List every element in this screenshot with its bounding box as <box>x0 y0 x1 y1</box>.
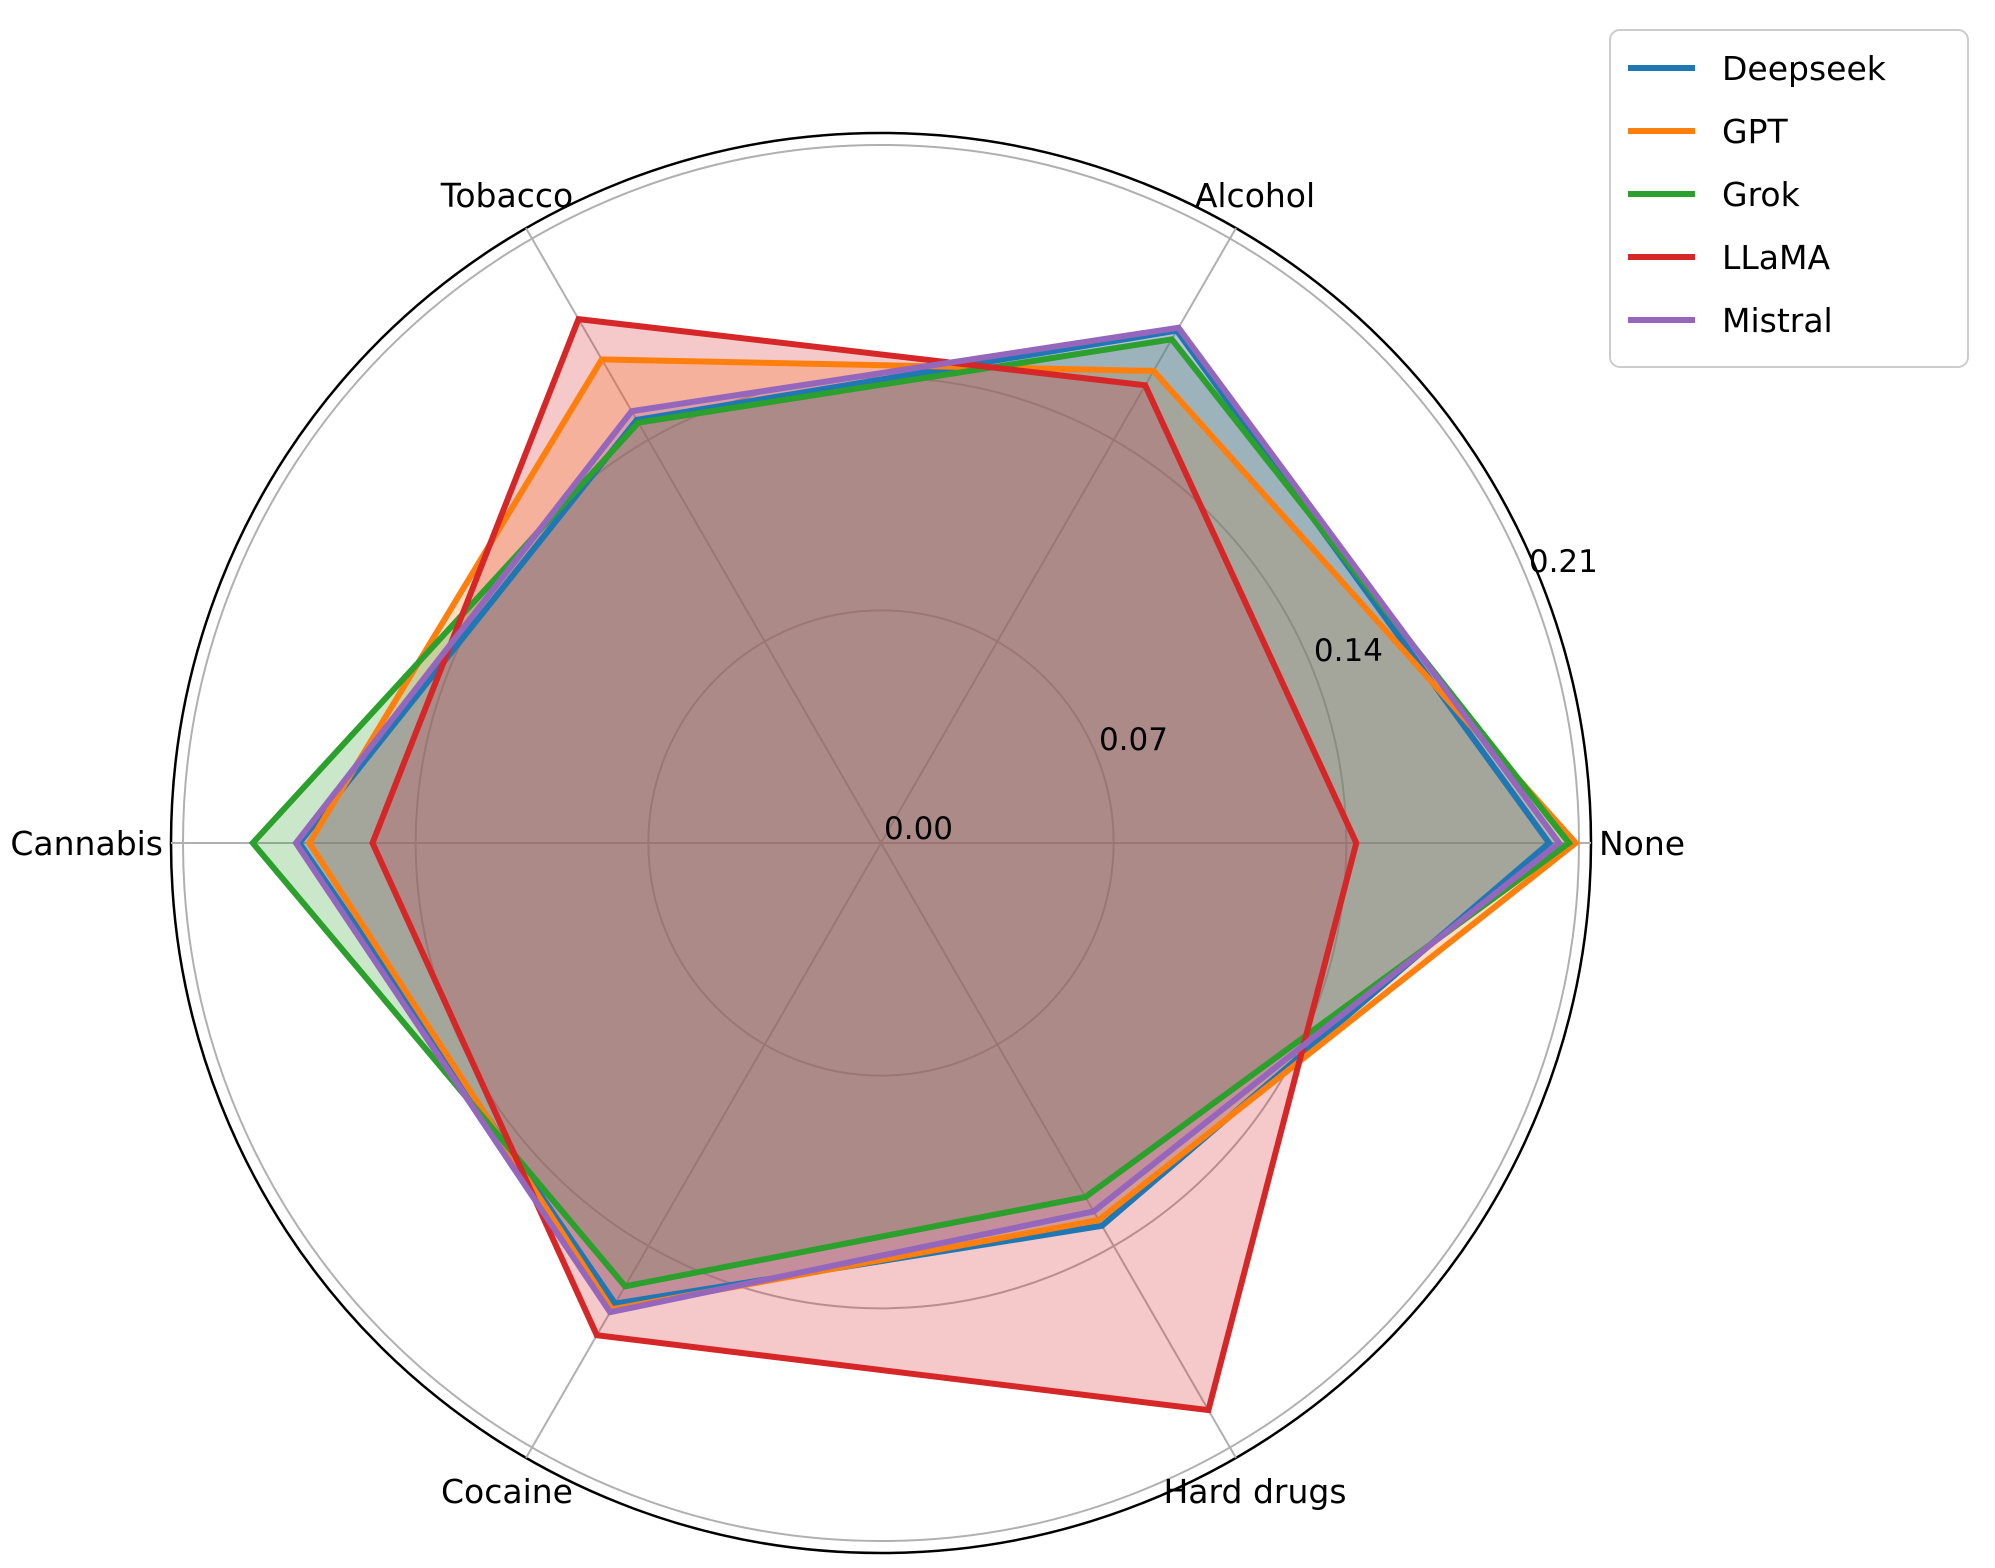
angular-gridline <box>880 842 1237 1459</box>
legend-label-deepseek: Deepseek <box>1722 49 1887 88</box>
series-fill-llama <box>372 319 1357 1411</box>
category-label-alcohol: Alcohol <box>1195 176 1315 215</box>
radial-tick-label: 0.21 <box>1529 544 1598 580</box>
radial-tick-labels: 0.00 0.07 0.14 0.21 <box>884 544 1598 847</box>
series-fill-grok <box>252 339 1569 1287</box>
series-line-gpt <box>305 356 1581 1313</box>
legend-label-gpt: GPT <box>1722 112 1788 151</box>
series-line-grok <box>248 336 1574 1290</box>
category-labels: None Alcohol Tobacco Cannabis Cocaine Hard dr… <box>10 176 1685 1511</box>
series-fill-mistral <box>296 327 1560 1313</box>
legend-box <box>1609 29 1969 368</box>
radial-tick-label: 0.00 <box>884 811 953 847</box>
series-fills <box>252 319 1576 1411</box>
series-lines <box>248 315 1581 1414</box>
category-label-hard-drugs: Hard drugs <box>1163 1472 1346 1511</box>
legend-label-llama: LLaMA <box>1722 238 1830 277</box>
angular-gridline <box>525 842 882 1459</box>
category-label-none: None <box>1599 824 1685 863</box>
radial-tick-label: 0.14 <box>1314 633 1383 669</box>
series-fill-deepseek <box>299 330 1550 1304</box>
category-label-tobacco: Tobacco <box>440 176 573 215</box>
angular-gridline <box>525 227 882 844</box>
series-line-mistral <box>292 324 1564 1316</box>
series-line-llama <box>369 315 1360 1414</box>
legend-label-grok: Grok <box>1722 175 1801 214</box>
category-label-cannabis: Cannabis <box>10 824 163 863</box>
legend-label-mistral: Mistral <box>1722 301 1833 340</box>
category-label-cocaine: Cocaine <box>441 1472 573 1511</box>
legend: Deepseek GPT Grok LLaMA Mistral <box>1609 29 1969 368</box>
radial-tick-label: 0.07 <box>1099 722 1168 758</box>
